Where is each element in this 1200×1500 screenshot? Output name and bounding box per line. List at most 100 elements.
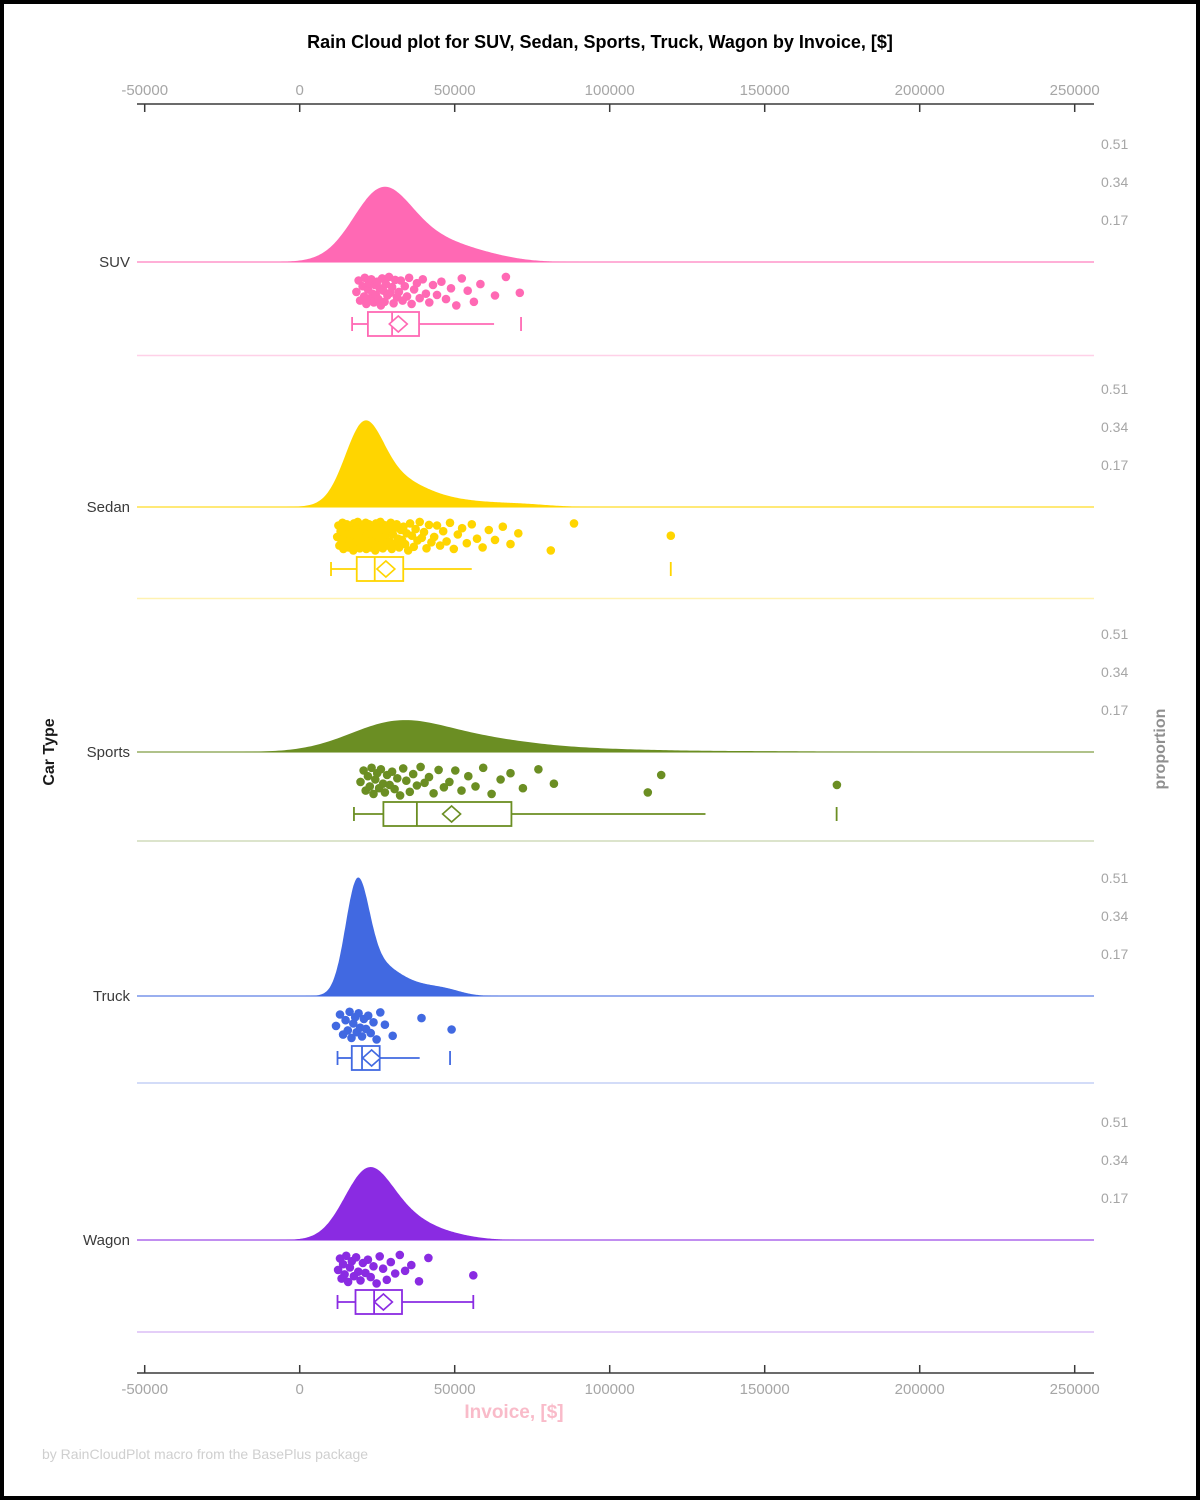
rain-point-sports	[378, 779, 388, 788]
proportion-tick-label: 0.34	[1101, 1152, 1128, 1168]
rain-point-truck	[369, 1018, 378, 1027]
proportion-tick-label: 0.51	[1101, 626, 1128, 642]
category-label-suv: SUV	[99, 254, 130, 271]
rain-point-sedan	[419, 527, 429, 537]
rain-point-wagon	[351, 1253, 361, 1262]
top-axis-tick-label: 100000	[585, 82, 635, 99]
rain-point-suv	[425, 298, 434, 307]
rain-point-sedan	[472, 534, 482, 543]
rain-point-wagon	[469, 1271, 478, 1280]
top-axis-tick-label: 150000	[740, 82, 790, 99]
rain-point-truck	[345, 1007, 354, 1017]
rain-point-suv	[441, 294, 451, 304]
rain-point-sedan	[546, 546, 556, 555]
rain-point-suv	[415, 293, 425, 303]
rain-point-sports	[434, 765, 443, 775]
rain-point-wagon	[356, 1276, 365, 1285]
rain-point-sports	[451, 766, 460, 775]
rain-point-sedan	[666, 531, 676, 540]
rain-point-truck	[366, 1028, 376, 1038]
rain-point-sedan	[445, 518, 455, 528]
rain-point-wagon	[366, 1272, 376, 1282]
rain-point-truck	[376, 1008, 385, 1017]
rain-point-sedan	[415, 517, 425, 527]
density-truck	[299, 877, 499, 996]
category-label-truck: Truck	[93, 988, 130, 1005]
rain-point-sports	[398, 764, 408, 773]
rain-point-wagon	[395, 1250, 405, 1260]
chart-title: Rain Cloud plot for SUV, Sedan, Sports, …	[307, 32, 893, 52]
rain-point-truck	[335, 1010, 345, 1019]
bottom-axis-tick-label: 0	[296, 1381, 304, 1398]
rain-point-sports	[393, 774, 402, 783]
rain-point-sedan	[478, 543, 487, 552]
density-suv	[281, 186, 592, 262]
rain-point-sports	[549, 779, 559, 788]
rain-point-sports	[380, 788, 390, 797]
y-axis-title: Car Type	[41, 718, 58, 786]
rain-point-sedan	[569, 519, 579, 528]
top-axis-tick-label: -50000	[121, 82, 168, 99]
rain-point-suv	[432, 290, 442, 300]
rain-point-sports	[534, 765, 543, 774]
bottom-axis-tick-label: 250000	[1050, 1381, 1100, 1398]
rain-point-truck	[417, 1013, 426, 1023]
rain-point-suv	[402, 292, 412, 301]
rain-point-sports	[832, 780, 842, 790]
rain-point-sedan	[435, 541, 445, 550]
rain-point-sports	[402, 776, 411, 785]
top-axis-tick-label: 250000	[1050, 82, 1100, 99]
rain-point-truck	[447, 1025, 456, 1034]
rain-point-sedan	[407, 531, 417, 540]
rain-point-sedan	[422, 544, 431, 553]
rain-point-wagon	[390, 1269, 400, 1278]
rain-point-wagon	[354, 1267, 363, 1276]
rain-point-suv	[387, 282, 397, 292]
top-axis-tick-label: 200000	[895, 82, 945, 99]
density-wagon	[274, 1167, 520, 1240]
rain-point-wagon	[338, 1259, 348, 1269]
rain-point-sports	[363, 771, 373, 781]
bottom-axis-tick-label: -50000	[121, 1381, 168, 1398]
rain-point-suv	[407, 299, 416, 309]
raincloud-chart: -50000 0 50000 100000 150000 200000 250000 -500…	[83, 82, 1128, 1398]
rain-point-sports	[405, 787, 415, 797]
rain-point-suv	[501, 272, 511, 282]
rain-point-wagon	[414, 1277, 424, 1286]
rain-point-suv	[476, 279, 485, 289]
rain-point-sports	[376, 765, 386, 774]
rain-point-sedan	[506, 539, 515, 549]
proportion-tick-label: 0.34	[1101, 174, 1128, 190]
rain-point-wagon	[424, 1253, 433, 1263]
rain-point-sports	[478, 763, 488, 773]
rain-point-sedan	[457, 523, 467, 533]
rain-point-sports	[369, 789, 378, 799]
rain-point-suv	[400, 281, 410, 291]
rain-point-suv	[418, 275, 428, 284]
rain-point-sedan	[405, 519, 415, 528]
rain-point-sedan	[409, 542, 419, 552]
rain-point-sedan	[432, 521, 442, 530]
proportion-tick-label: 0.34	[1101, 664, 1128, 680]
rain-point-wagon	[386, 1257, 396, 1267]
category-label-sports: Sports	[87, 744, 130, 761]
mean-diamond-truck	[361, 1048, 382, 1068]
rain-point-sedan	[442, 537, 451, 546]
rain-point-truck	[341, 1015, 350, 1025]
rain-point-wagon	[369, 1262, 378, 1271]
rain-point-wagon	[340, 1270, 349, 1279]
rain-point-sports	[390, 784, 399, 794]
mean-diamond-sedan	[375, 559, 397, 579]
rain-point-sports	[356, 777, 365, 787]
rain-point-sports	[387, 767, 397, 776]
rain-point-wagon	[343, 1277, 353, 1287]
rain-point-sports	[439, 783, 449, 792]
rain-point-truck	[331, 1021, 341, 1031]
rain-point-wagon	[372, 1279, 381, 1288]
bottom-axis-tick-label: 200000	[895, 1381, 945, 1398]
density-sedan	[287, 420, 623, 507]
density-sports	[225, 720, 936, 752]
rain-point-truck	[372, 1035, 381, 1044]
rain-point-sports	[487, 789, 496, 799]
rain-point-sedan	[462, 538, 472, 548]
